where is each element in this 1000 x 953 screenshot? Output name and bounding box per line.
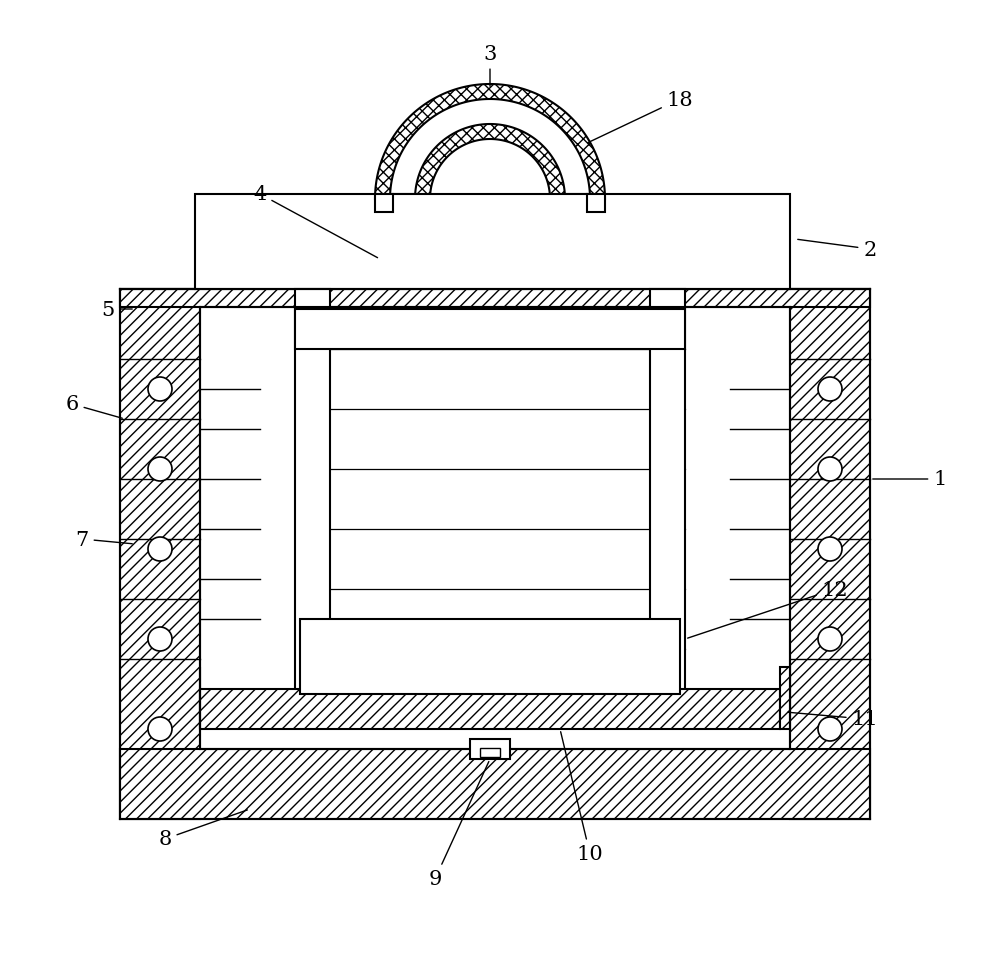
Circle shape bbox=[148, 627, 172, 651]
Bar bbox=[470, 740, 510, 760]
Polygon shape bbox=[430, 140, 550, 200]
Text: 11: 11 bbox=[788, 710, 878, 729]
Bar bbox=[480, 748, 500, 758]
Circle shape bbox=[818, 457, 842, 481]
Bar bbox=[587, 194, 605, 213]
Circle shape bbox=[148, 718, 172, 741]
Bar bbox=[120, 290, 870, 308]
Bar bbox=[650, 290, 685, 695]
Polygon shape bbox=[415, 125, 565, 200]
Text: 2: 2 bbox=[798, 240, 877, 259]
Bar bbox=[790, 290, 870, 820]
Circle shape bbox=[818, 627, 842, 651]
Bar bbox=[375, 194, 393, 213]
Bar bbox=[200, 308, 790, 749]
Bar bbox=[295, 310, 685, 350]
Bar bbox=[120, 290, 200, 820]
Circle shape bbox=[148, 377, 172, 401]
Bar bbox=[295, 290, 330, 695]
Text: 4: 4 bbox=[253, 185, 378, 258]
Text: 10: 10 bbox=[561, 732, 603, 863]
Polygon shape bbox=[375, 85, 605, 200]
Circle shape bbox=[148, 457, 172, 481]
Text: 6: 6 bbox=[65, 395, 122, 418]
Bar bbox=[780, 667, 790, 729]
Text: 7: 7 bbox=[75, 530, 132, 549]
Text: 18: 18 bbox=[588, 91, 693, 144]
Bar bbox=[200, 689, 780, 729]
Bar bbox=[393, 194, 587, 213]
Circle shape bbox=[818, 537, 842, 561]
Circle shape bbox=[818, 718, 842, 741]
Circle shape bbox=[148, 537, 172, 561]
Text: 3: 3 bbox=[483, 46, 497, 87]
Text: 8: 8 bbox=[158, 810, 247, 848]
Bar bbox=[120, 749, 870, 820]
Text: 9: 9 bbox=[428, 761, 489, 888]
Text: 12: 12 bbox=[688, 579, 848, 639]
Bar bbox=[195, 194, 790, 290]
Text: 5: 5 bbox=[101, 300, 132, 319]
Text: 1: 1 bbox=[873, 470, 947, 489]
Circle shape bbox=[818, 377, 842, 401]
Bar bbox=[300, 619, 680, 695]
